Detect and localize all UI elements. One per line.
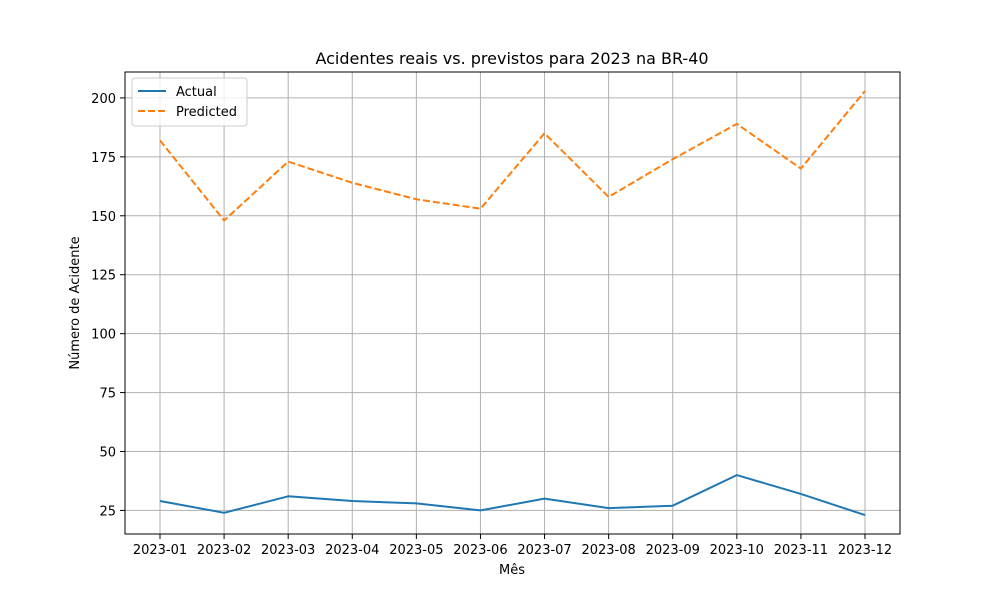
x-tick-label: 2023-08 xyxy=(581,543,635,558)
x-tick-label: 2023-09 xyxy=(646,543,700,558)
series-predicted-line xyxy=(159,90,866,222)
data-series xyxy=(159,90,866,517)
x-tick-label: 2023-06 xyxy=(453,543,507,558)
plot-frame xyxy=(124,71,901,535)
legend-label-predicted: Predicted xyxy=(176,105,237,120)
series-actual-group xyxy=(159,474,866,517)
series-actual-line xyxy=(159,474,866,517)
x-tick-label: 2023-02 xyxy=(197,543,251,558)
y-tick-label: 200 xyxy=(91,92,116,107)
y-axis-label: Número de Acidente xyxy=(68,236,83,369)
grid-lines xyxy=(125,72,900,534)
y-tick-label: 100 xyxy=(91,328,116,343)
legend: Actual Predicted xyxy=(131,77,248,127)
x-tick-label: 2023-10 xyxy=(710,543,764,558)
series-predicted-group xyxy=(159,90,866,222)
x-tick-label: 2023-05 xyxy=(389,543,443,558)
x-tick-label: 2023-11 xyxy=(774,543,828,558)
x-tick-label: 2023-03 xyxy=(261,543,315,558)
y-tick-label: 50 xyxy=(99,446,116,461)
y-tick-label: 175 xyxy=(91,151,116,166)
x-tick-label: 2023-07 xyxy=(517,543,571,558)
x-tick-label: 2023-04 xyxy=(325,543,379,558)
x-axis-label: Mês xyxy=(499,563,525,578)
y-tick-label: 125 xyxy=(91,269,116,284)
y-tick-label: 75 xyxy=(99,387,116,402)
x-tick-label: 2023-01 xyxy=(133,543,187,558)
y-tick-label: 150 xyxy=(91,210,116,225)
x-tick-label: 2023-12 xyxy=(838,543,892,558)
legend-label-actual: Actual xyxy=(176,85,217,100)
y-tick-label: 25 xyxy=(99,504,116,519)
chart-title: Acidentes reais vs. previstos para 2023 … xyxy=(315,49,708,68)
axis-ticks: 2023-01 2023-02 2023-03 2023-04 2023-05 2023-… xyxy=(91,92,892,558)
